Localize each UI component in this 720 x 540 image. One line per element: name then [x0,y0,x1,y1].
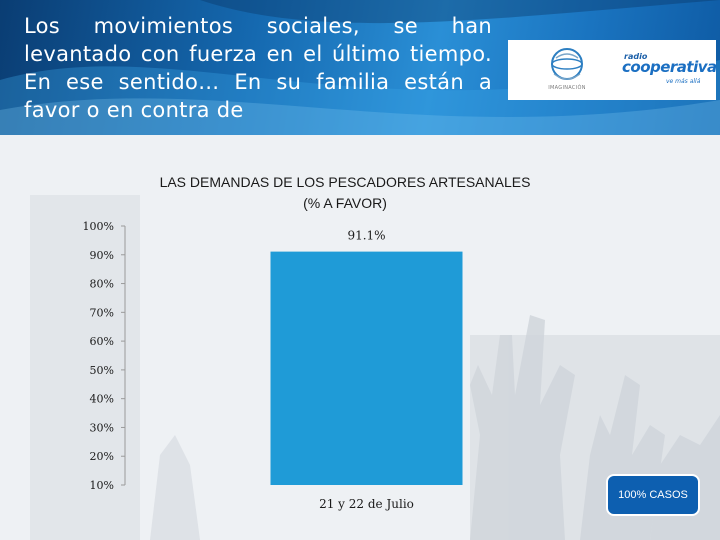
y-tick-label: 20% [90,450,114,463]
header-swoosh [0,0,720,135]
cooperativa-logo: radio cooperativa ve más allá [622,52,717,88]
y-tick-label: 60% [90,335,114,348]
chart-subtitle: (% A FAVOR) [303,195,387,211]
y-tick-label: 70% [90,306,114,319]
bar-data-label: 91.1% [347,229,385,243]
y-axis-ticks: 100% 90% 80% 70% 60% 50% 40% 30% 20% 10% [83,220,125,492]
cooperativa-word: cooperativa [622,58,717,76]
y-tick-label: 90% [90,249,114,262]
cases-badge: 100% CASOS [606,474,700,516]
y-tick-label: 50% [90,364,114,377]
radio-word: radio [624,52,648,61]
imaginacion-globe-icon [551,48,583,80]
y-tick-label: 40% [90,393,114,406]
sponsor-logos: IMAGINACIÓN radio cooperativa ve más all… [508,40,717,100]
bars [270,251,463,485]
y-tick-label: 10% [90,479,114,492]
bar-labels: 91.1% 21 y 22 de Julio [319,229,414,511]
y-tick-label: 100% [83,220,114,233]
chart-title-block: LAS DEMANDAS DE LOS PESCADORES ARTESANAL… [100,172,590,214]
chart-title: LAS DEMANDAS DE LOS PESCADORES ARTESANAL… [159,174,531,190]
bar [270,251,463,485]
y-tick-label: 80% [90,278,114,291]
cooperativa-tagline: ve más allá [666,78,701,85]
header-banner: Los movimientos sociales, se han levanta… [0,0,720,135]
y-tick-label: 30% [90,421,114,434]
x-category-label: 21 y 22 de Julio [319,497,414,511]
imaginacion-label: IMAGINACIÓN [548,85,586,91]
survey-question: Los movimientos sociales, se han levanta… [24,14,492,122]
